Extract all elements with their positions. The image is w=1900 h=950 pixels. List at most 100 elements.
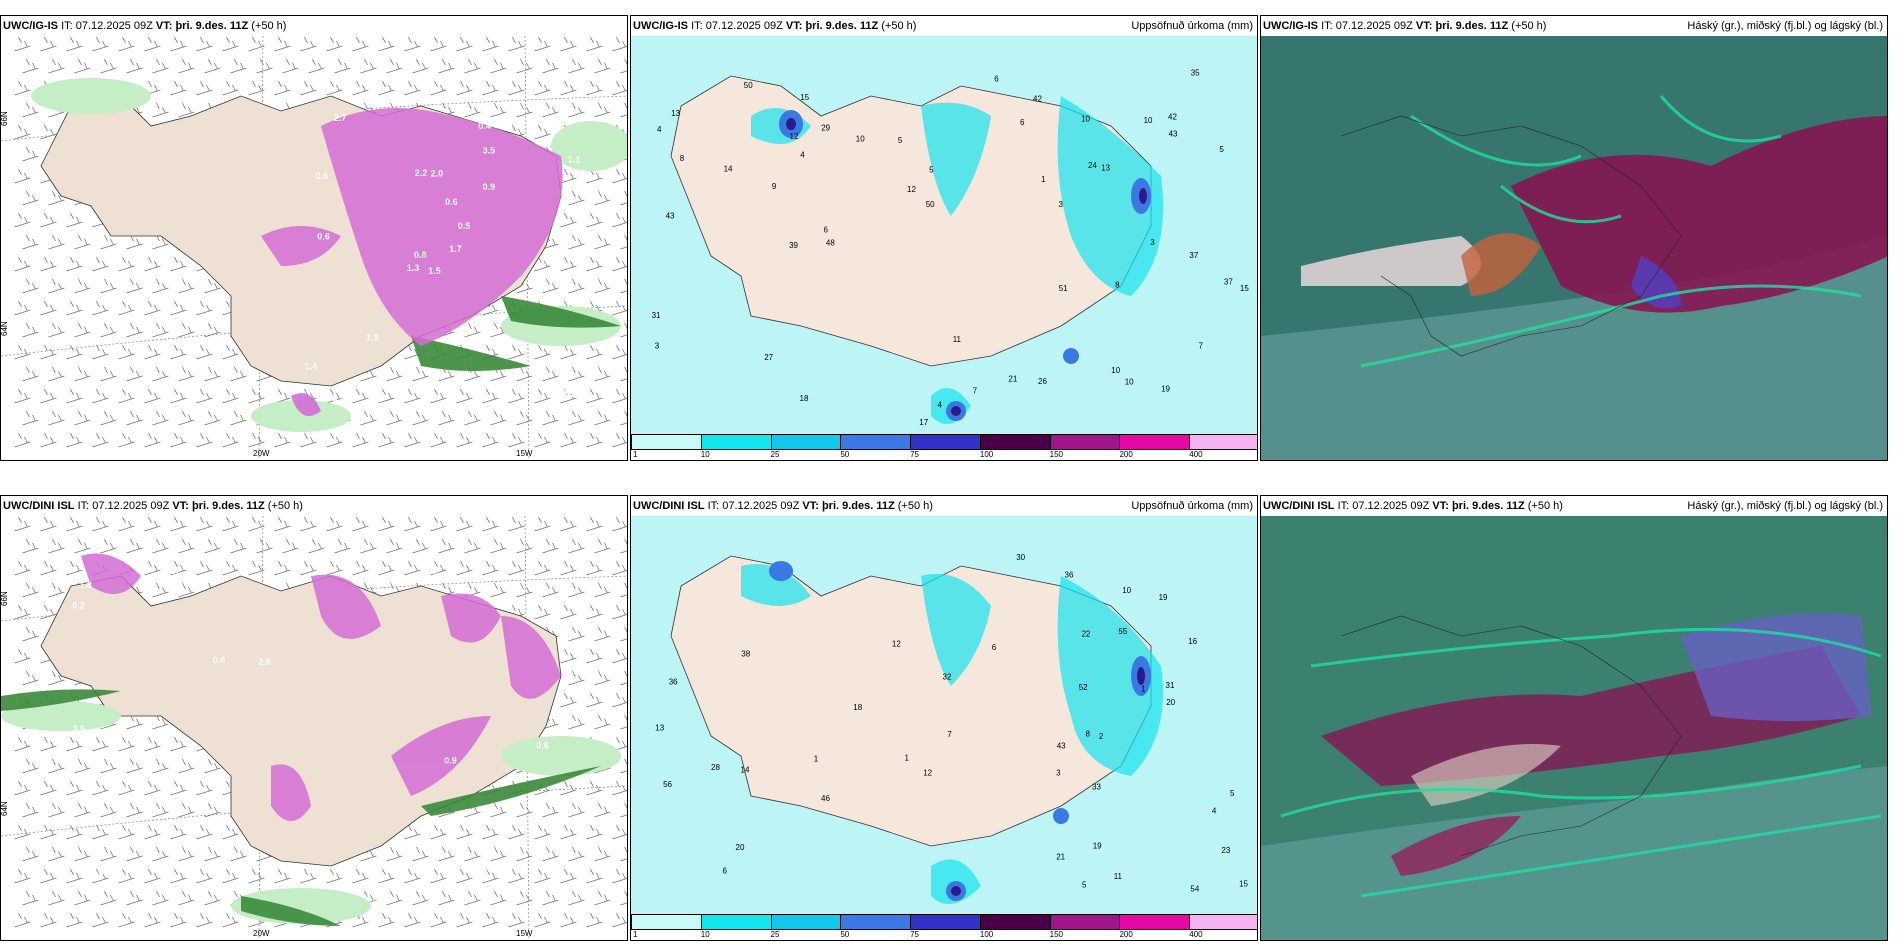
value-label: 14 bbox=[724, 165, 733, 174]
value-label: 2 bbox=[1099, 732, 1104, 741]
panel-title: UWC/DINI ISL IT: 07.12.2025 09Z VT: þri.… bbox=[1, 496, 627, 516]
wind-barb bbox=[222, 36, 239, 52]
value-label: 0.6 bbox=[316, 171, 329, 181]
wind-barb bbox=[534, 560, 551, 576]
wind-barb bbox=[560, 604, 577, 620]
wind-barb bbox=[464, 846, 481, 862]
wind-barb bbox=[586, 560, 603, 576]
wind-barb bbox=[594, 102, 611, 118]
wind-barb bbox=[144, 780, 161, 796]
value-label: 5 bbox=[1219, 145, 1224, 154]
wind-barb bbox=[118, 912, 135, 928]
wind-barb bbox=[92, 256, 109, 272]
panel-title: UWC/DINI ISL IT: 07.12.2025 09Z VT: þri.… bbox=[631, 496, 1257, 516]
wind-barb bbox=[508, 388, 525, 404]
wind-barb bbox=[14, 36, 31, 52]
wind-barb bbox=[144, 388, 161, 404]
value-label: 2.5 bbox=[551, 867, 564, 877]
colorbar-swatch bbox=[770, 914, 842, 930]
wind-barb bbox=[170, 868, 187, 884]
wind-barb bbox=[48, 234, 65, 250]
wind-barb bbox=[352, 560, 369, 576]
wind-barb bbox=[482, 36, 499, 52]
value-label: 2.0 bbox=[431, 169, 444, 179]
colorbar-label: 50 bbox=[840, 930, 850, 939]
wind-barb bbox=[620, 278, 627, 294]
colorbar-swatch bbox=[1049, 434, 1121, 450]
wind-barb bbox=[308, 538, 325, 554]
value-label: 1 bbox=[814, 754, 819, 763]
wind-barb bbox=[92, 912, 109, 928]
value-label: 6 bbox=[994, 74, 999, 83]
value-label: 7 bbox=[947, 730, 952, 739]
value-label: 5 bbox=[1082, 881, 1087, 890]
panel-top-left: UWC/IG-IS IT: 07.12.2025 09Z VT: þri. 9.… bbox=[0, 15, 628, 461]
wind-barb bbox=[586, 868, 603, 884]
value-label: 6 bbox=[723, 867, 728, 876]
value-label: 46 bbox=[821, 794, 830, 803]
wind-barb bbox=[74, 234, 91, 250]
wind-barb bbox=[490, 410, 507, 426]
value-label: 52 bbox=[1079, 683, 1088, 692]
wind-barb bbox=[542, 58, 559, 74]
wind-barb bbox=[482, 432, 499, 448]
wind-barb bbox=[612, 36, 627, 52]
wind-barb bbox=[568, 802, 585, 818]
wind-barb bbox=[378, 516, 395, 532]
wind-barb bbox=[22, 846, 39, 862]
value-label: 10 bbox=[1122, 586, 1131, 595]
wind-barb bbox=[542, 278, 559, 294]
wind-barb bbox=[516, 538, 533, 554]
wind-barb bbox=[404, 36, 421, 52]
value-label: 1 bbox=[905, 753, 910, 762]
wind-barb bbox=[144, 300, 161, 316]
wind-barb bbox=[170, 824, 187, 840]
wind-barb bbox=[66, 212, 83, 228]
wind-barb bbox=[560, 80, 577, 96]
wind-barb bbox=[126, 846, 143, 862]
wind-barb bbox=[568, 58, 585, 74]
value-label: 0.2 bbox=[72, 601, 85, 611]
wind-barb bbox=[178, 802, 195, 818]
wind-barb bbox=[222, 560, 239, 576]
wind-barb bbox=[560, 648, 577, 664]
wind-barb bbox=[490, 102, 507, 118]
wind-barb bbox=[48, 366, 65, 382]
wind-barb bbox=[568, 102, 585, 118]
wind-barb bbox=[586, 692, 603, 708]
wind-barb bbox=[144, 824, 161, 840]
value-label: 1.4 bbox=[305, 362, 318, 372]
wind-barb bbox=[620, 366, 627, 382]
wind-barb bbox=[412, 538, 429, 554]
wind-barb bbox=[482, 80, 499, 96]
wind-barb bbox=[534, 516, 551, 532]
wind-barb bbox=[196, 300, 213, 316]
wind-barb bbox=[508, 912, 525, 928]
wind-barb bbox=[222, 344, 239, 360]
wind-barb bbox=[568, 890, 585, 906]
wind-barb bbox=[118, 736, 135, 752]
wind-barb bbox=[66, 344, 83, 360]
wind-barb bbox=[118, 344, 135, 360]
wind-barb bbox=[430, 36, 447, 52]
wind-barb bbox=[412, 366, 429, 382]
value-label: 16 bbox=[1188, 637, 1197, 646]
wind-barb bbox=[568, 670, 585, 686]
wind-barb bbox=[516, 366, 533, 382]
value-label: 20 bbox=[736, 843, 745, 852]
wind-barb bbox=[300, 516, 317, 532]
wind-barb bbox=[178, 410, 195, 426]
wind-barb bbox=[22, 410, 39, 426]
wind-barb bbox=[230, 410, 247, 426]
wind-barb bbox=[352, 868, 369, 884]
wind-barb bbox=[586, 648, 603, 664]
wind-barb bbox=[48, 758, 65, 774]
wind-barb bbox=[386, 538, 403, 554]
wind-barb bbox=[560, 912, 577, 928]
wind-barb bbox=[560, 868, 577, 884]
wind-barb bbox=[586, 36, 603, 52]
wind-barb bbox=[586, 344, 603, 360]
wind-barb bbox=[66, 300, 83, 316]
wind-barb bbox=[412, 410, 429, 426]
wind-barb bbox=[560, 432, 577, 448]
